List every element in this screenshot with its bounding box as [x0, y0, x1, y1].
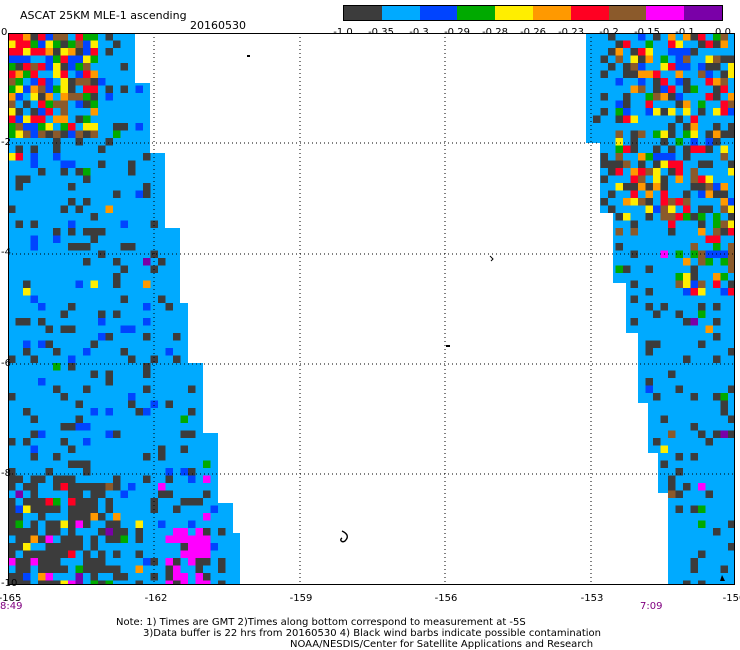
note-line-3: NOAA/NESDIS/Center for Satellite Applica…	[290, 639, 594, 650]
color-scale-bar	[343, 5, 723, 21]
color-scale-swatch	[381, 6, 420, 20]
wind-barb	[340, 530, 349, 543]
map-title: ASCAT 25KM MLE-1 ascending	[20, 9, 187, 22]
color-scale-swatch	[608, 6, 647, 20]
right-time-label: 7:09	[640, 601, 663, 612]
wind-barb	[720, 575, 725, 581]
color-scale-label: -0.3	[409, 27, 429, 38]
latitude-label: -6	[1, 358, 11, 369]
wind-barb	[489, 255, 494, 262]
longitude-label: -159	[289, 593, 313, 604]
map-date: 20160530	[190, 19, 246, 32]
longitude-label: -153	[580, 593, 604, 604]
color-scale-label: -1.0	[333, 27, 353, 38]
map-plot-area	[8, 33, 735, 585]
latitude-label: -4	[1, 247, 11, 258]
color-scale-label: -0.28	[482, 27, 508, 38]
color-scale-swatch	[457, 6, 496, 20]
latitude-label: -8	[1, 468, 11, 479]
color-scale-swatch	[646, 6, 685, 20]
longitude-label: -150	[722, 593, 740, 604]
color-scale-swatch	[419, 6, 458, 20]
longitude-label: -165	[0, 593, 22, 604]
color-scale-swatch	[570, 6, 609, 20]
latitude-label: -2	[1, 137, 11, 148]
latitude-label: 0	[1, 27, 8, 38]
data-cells	[8, 33, 735, 585]
land-mark	[247, 55, 250, 57]
longitude-label: -162	[144, 593, 168, 604]
color-scale-label: 0.0	[715, 27, 731, 38]
swath-map	[8, 33, 735, 585]
left-time-label: 8:49	[0, 601, 23, 612]
land-mark	[446, 345, 450, 347]
note-line-1: Note: 1) Times are GMT 2)Times along bot…	[116, 617, 526, 628]
grid-lines	[8, 33, 735, 585]
color-scale-swatch	[495, 6, 533, 20]
latitude-label: -10	[1, 578, 18, 589]
longitude-label: -156	[434, 593, 458, 604]
note-line-2: 3)Data buffer is 22 hrs from 20160530 4)…	[143, 628, 601, 639]
color-scale-label: -0.23	[558, 27, 584, 38]
color-scale-label: -0.15	[634, 27, 660, 38]
color-scale-swatch	[684, 6, 722, 20]
color-scale-swatch	[344, 6, 382, 20]
color-scale-swatch	[532, 6, 571, 20]
